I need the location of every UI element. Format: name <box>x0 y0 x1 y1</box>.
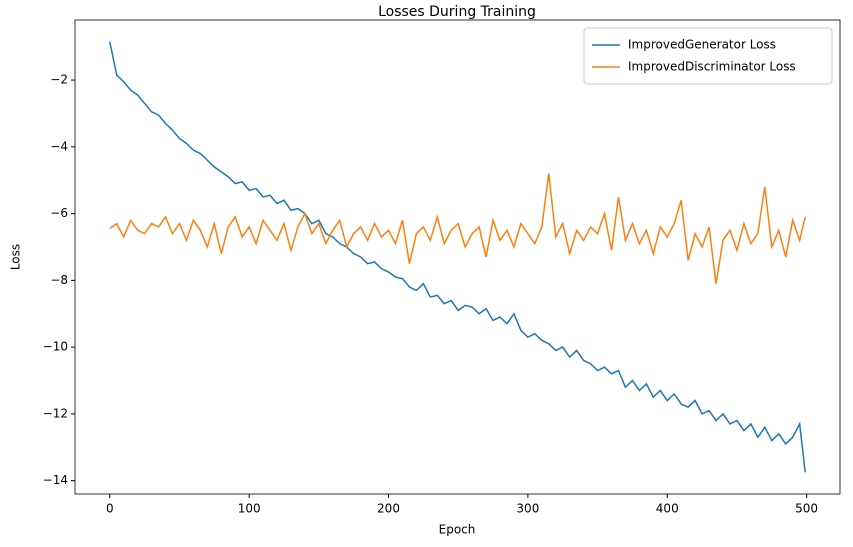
chart-title: Losses During Training <box>378 4 536 20</box>
legend-box <box>583 27 833 85</box>
x-tick-label: 400 <box>656 502 679 516</box>
x-tick-label: 200 <box>377 502 400 516</box>
x-tick-label: 500 <box>795 502 818 516</box>
x-tick-label: 100 <box>238 502 261 516</box>
legend: ImprovedGenerator Loss ImprovedDiscrimina… <box>583 27 833 85</box>
y-tick-label: −8 <box>50 273 68 287</box>
x-axis-label: Epoch <box>439 523 476 537</box>
series-line <box>109 173 806 284</box>
y-tick-label: −2 <box>50 73 68 87</box>
series-line <box>109 41 806 473</box>
x-tick-label: 300 <box>516 502 539 516</box>
y-tick-label: −14 <box>43 473 68 487</box>
y-axis-label: Loss <box>9 244 23 270</box>
y-tick-label: −12 <box>43 406 68 420</box>
x-tick-label: 0 <box>106 502 114 516</box>
plot-frame <box>74 19 841 495</box>
y-tick-label: −4 <box>50 139 68 153</box>
y-tick-label: −10 <box>43 340 68 354</box>
legend-label: ImprovedGenerator Loss <box>628 38 776 52</box>
legend-label: ImprovedDiscriminator Loss <box>628 60 796 74</box>
y-tick-label: −6 <box>50 206 68 220</box>
